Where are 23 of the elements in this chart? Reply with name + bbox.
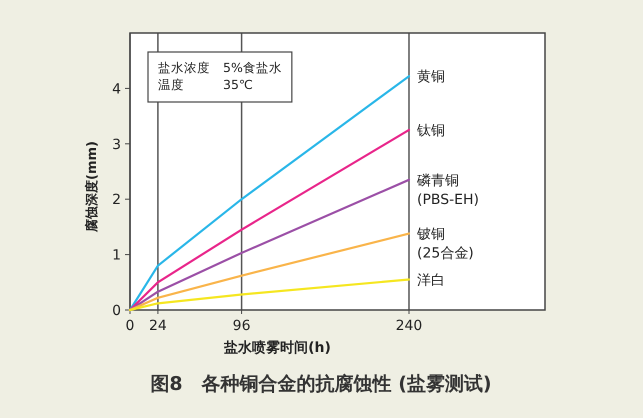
y-tick-label: 1: [112, 248, 121, 264]
y-tick-label: 3: [112, 136, 121, 153]
series-label: 磷青铜 (PBS-EH): [416, 172, 480, 208]
series-label: 洋白: [416, 272, 445, 289]
line-series: [128, 178, 410, 312]
x-tick-label: 96: [232, 318, 251, 334]
text: 图8 各种铜合金的抗腐蚀性 (盐雾测试): [150, 373, 492, 395]
y-tick-label: 4: [112, 81, 122, 98]
line-series: [128, 128, 410, 312]
y-tick-label: 2: [112, 192, 121, 208]
series-label: 铍铜 (25合金): [416, 226, 474, 262]
series-label: 钛铜: [416, 122, 445, 139]
x-tick-label: 0: [126, 318, 134, 334]
annotation: 温度 35℃: [158, 77, 253, 92]
x-tick-label: 240: [396, 318, 422, 334]
series-label: 黄铜: [416, 69, 445, 86]
y-tick-label: 0: [112, 303, 121, 319]
annotation: 盐水浓度 5%食盐水: [158, 60, 282, 75]
line-series: [128, 278, 410, 312]
x-axis-title: 盐水喷雾时间(h): [223, 340, 331, 356]
line-series: [128, 232, 410, 312]
x-tick-label: 24: [148, 318, 167, 334]
y-axis-title: 腐蚀深度(mm): [84, 141, 100, 233]
